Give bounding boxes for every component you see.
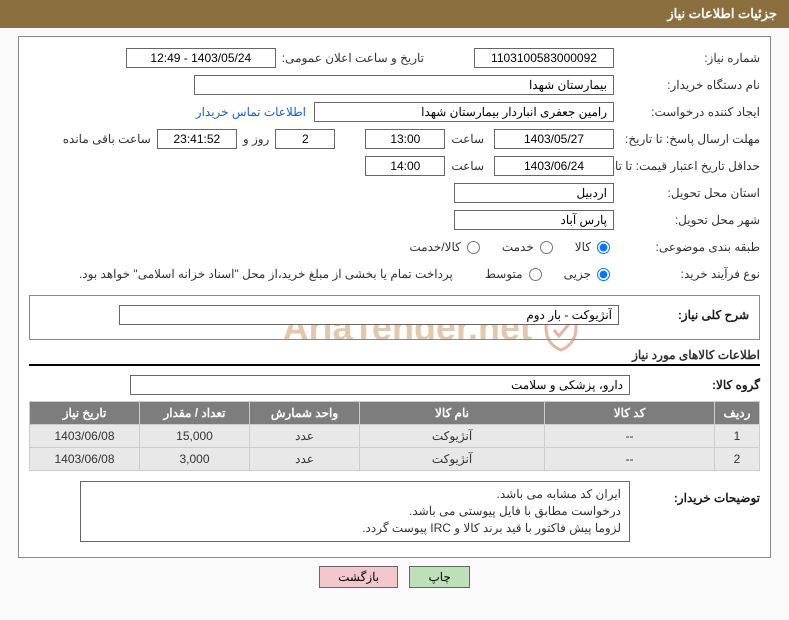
row-buyer-notes: توضیحات خریدار: ایران کد مشابه می باشد.د…	[29, 481, 760, 542]
print-button[interactable]: چاپ	[409, 566, 469, 588]
table-header-cell: واحد شمارش	[250, 402, 360, 425]
announce-date-input	[126, 48, 276, 68]
table-row: 2--آنژیوکتعدد3,0001403/06/08	[30, 448, 760, 471]
row-group: گروه کالا:	[29, 374, 760, 396]
deadline-time-input	[365, 129, 445, 149]
row-city: شهر محل تحویل:	[29, 209, 760, 231]
days-label: روز و	[243, 132, 270, 146]
deadline-time-label: ساعت	[451, 132, 484, 146]
buyer-note-line: لزوما پیش فاکتور با قید برند کالا و IRC …	[89, 520, 621, 537]
province-input	[454, 183, 614, 203]
main-frame: AriaTender.net شماره نیاز: تاریخ و ساعت …	[18, 36, 771, 558]
back-button[interactable]: بازگشت	[319, 566, 398, 588]
row-buyer-org: نام دستگاه خریدار:	[29, 74, 760, 96]
table-row: 1--آنژیوکتعدد15,0001403/06/08	[30, 425, 760, 448]
table-cell: 1	[715, 425, 760, 448]
button-row: چاپ بازگشت	[0, 566, 789, 588]
table-cell: 15,000	[140, 425, 250, 448]
radio-service[interactable]	[540, 241, 553, 254]
table-cell: 2	[715, 448, 760, 471]
validity-date-input	[494, 156, 614, 176]
label-goods: کالا	[575, 240, 591, 254]
row-deadline: مهلت ارسال پاسخ: تا تاریخ: ساعت روز و سا…	[29, 128, 760, 150]
label-both: کالا/خدمت	[409, 240, 460, 254]
table-header-row: ردیفکد کالانام کالاواحد شمارشتعداد / مقد…	[30, 402, 760, 425]
radio-goods[interactable]	[597, 241, 610, 254]
table-cell: --	[545, 425, 715, 448]
requester-input	[314, 102, 614, 122]
buyer-note-line: ایران کد مشابه می باشد.	[89, 486, 621, 503]
process-label: نوع فرآیند خرید:	[620, 267, 760, 281]
table-cell: --	[545, 448, 715, 471]
table-cell: 1403/06/08	[30, 425, 140, 448]
table-body: 1--آنژیوکتعدد15,0001403/06/082--آنژیوکتع…	[30, 425, 760, 471]
need-number-label: شماره نیاز:	[620, 51, 760, 65]
goods-table: ردیفکد کالانام کالاواحد شمارشتعداد / مقد…	[29, 401, 760, 471]
table-cell: عدد	[250, 425, 360, 448]
days-remaining-input	[275, 129, 335, 149]
announce-date-label: تاریخ و ساعت اعلان عمومی:	[282, 51, 424, 65]
province-label: استان محل تحویل:	[620, 186, 760, 200]
buyer-org-label: نام دستگاه خریدار:	[620, 78, 760, 92]
row-requester: ایجاد کننده درخواست: اطلاعات تماس خریدار	[29, 101, 760, 123]
buyer-notes-box: ایران کد مشابه می باشد.درخواست مطابق با …	[80, 481, 630, 542]
table-cell: 3,000	[140, 448, 250, 471]
table-cell: عدد	[250, 448, 360, 471]
row-province: استان محل تحویل:	[29, 182, 760, 204]
row-need-number: شماره نیاز: تاریخ و ساعت اعلان عمومی:	[29, 47, 760, 69]
table-header-cell: تاریخ نیاز	[30, 402, 140, 425]
buyer-note-line: درخواست مطابق با فایل پیوستی می باشد.	[89, 503, 621, 520]
validity-label: حداقل تاریخ اعتبار قیمت: تا تاریخ:	[620, 159, 760, 173]
table-cell: آنژیوکت	[360, 448, 545, 471]
category-label: طبقه بندی موضوعی:	[620, 240, 760, 254]
row-process: نوع فرآیند خرید: جزیی متوسط پرداخت تمام …	[29, 263, 760, 285]
table-cell: آنژیوکت	[360, 425, 545, 448]
table-header-cell: ردیف	[715, 402, 760, 425]
time-remaining-input	[157, 129, 237, 149]
row-validity: حداقل تاریخ اعتبار قیمت: تا تاریخ: ساعت	[29, 155, 760, 177]
need-summary-label: شرح کلی نیاز:	[619, 308, 749, 322]
table-header-cell: تعداد / مقدار	[140, 402, 250, 425]
need-number-input	[474, 48, 614, 68]
deadline-date-input	[494, 129, 614, 149]
goods-section-header: اطلاعات کالاهای مورد نیاز	[29, 348, 760, 366]
buyer-contact-link[interactable]: اطلاعات تماس خریدار	[196, 105, 306, 119]
label-service: خدمت	[502, 240, 534, 254]
group-input	[130, 375, 630, 395]
page-title-bar: جزئیات اطلاعات نیاز	[0, 0, 789, 28]
table-cell: 1403/06/08	[30, 448, 140, 471]
table-header-cell: نام کالا	[360, 402, 545, 425]
radio-small[interactable]	[597, 268, 610, 281]
group-label: گروه کالا:	[630, 378, 760, 392]
remaining-label: ساعت باقی مانده	[63, 132, 151, 146]
need-summary-input	[119, 305, 619, 325]
validity-time-label: ساعت	[451, 159, 484, 173]
city-input	[454, 210, 614, 230]
radio-both[interactable]	[467, 241, 480, 254]
label-small: جزیی	[564, 267, 591, 281]
deadline-label: مهلت ارسال پاسخ: تا تاریخ:	[620, 132, 760, 146]
buyer-org-input	[194, 75, 614, 95]
label-medium: متوسط	[485, 267, 523, 281]
validity-time-input	[365, 156, 445, 176]
table-header-cell: کد کالا	[545, 402, 715, 425]
payment-note: پرداخت تمام یا بخشی از مبلغ خرید،از محل …	[79, 267, 453, 281]
need-summary-frame: شرح کلی نیاز:	[29, 295, 760, 340]
city-label: شهر محل تحویل:	[620, 213, 760, 227]
buyer-notes-label: توضیحات خریدار:	[630, 481, 760, 505]
radio-medium[interactable]	[529, 268, 542, 281]
requester-label: ایجاد کننده درخواست:	[620, 105, 760, 119]
row-category: طبقه بندی موضوعی: کالا خدمت کالا/خدمت	[29, 236, 760, 258]
